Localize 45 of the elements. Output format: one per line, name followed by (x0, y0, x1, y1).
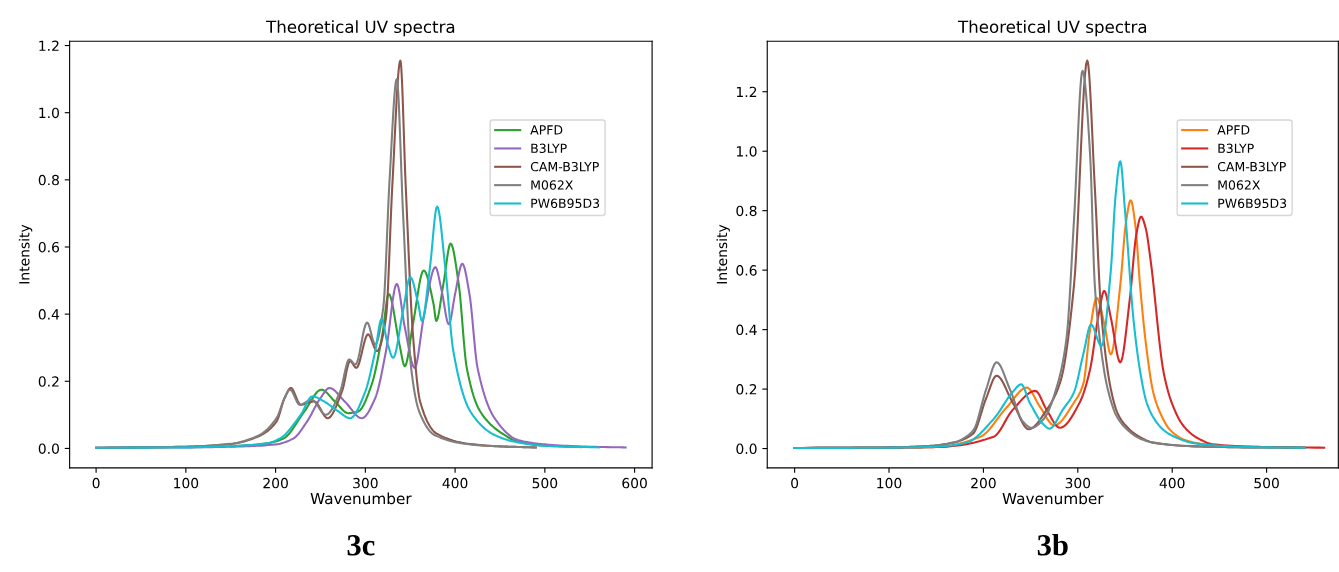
y-tick-label: 0.4 (38, 309, 60, 320)
x-tick-label: 0 (92, 477, 100, 489)
x-tick-label: 100 (174, 477, 199, 489)
y-tick-label: 1.0 (736, 146, 757, 157)
y-tick-label: 1.0 (39, 107, 59, 119)
x-tick-label: 600 (622, 477, 647, 489)
legend-label: APFD (530, 125, 563, 135)
x-tick-label: 400 (442, 477, 468, 489)
legend-label: APFD (1217, 125, 1250, 135)
y-tick-label: 1.2 (39, 40, 59, 51)
y-tick-label: 0.8 (736, 205, 757, 217)
y-tick-label: 0.6 (736, 265, 757, 276)
y-tick-label: 0.2 (38, 376, 59, 387)
x-tick-label: 300 (1065, 477, 1091, 489)
x-tick-label: 500 (532, 477, 558, 489)
x-tick-label: 200 (263, 477, 288, 489)
x-tick-label: 200 (971, 477, 996, 489)
y-tick-label: 0.6 (38, 241, 60, 253)
legend-label: M062X (1218, 180, 1261, 190)
y-tick-label: 0.0 (38, 443, 59, 454)
y-tick-label: 0.4 (736, 324, 757, 336)
text: 3b (1037, 534, 1068, 556)
legend-label: CAM-B3LYP (530, 161, 599, 172)
x-axis-title: Wavenumber (310, 492, 412, 505)
legend-label: B3LYP (531, 143, 567, 153)
x-tick-label: 0 (791, 477, 799, 489)
y-tick-label: 1.2 (736, 86, 757, 98)
y-axis-title: Intensity (18, 224, 33, 284)
x-tick-label: 500 (1254, 477, 1279, 489)
legend-label: B3LYP (1218, 143, 1254, 153)
x-tick-label: 100 (877, 477, 902, 489)
y-tick-label: 0.0 (736, 443, 757, 455)
text: 3c (347, 535, 375, 556)
y-tick-label: 0.8 (38, 174, 59, 186)
legend-label: CAM-B3LYP (1217, 161, 1286, 172)
y-tick-label: 0.2 (736, 384, 757, 395)
x-axis-title: Wavenumber (1002, 492, 1104, 505)
x-tick-label: 300 (353, 477, 378, 489)
chart-title: Theoretical UV spectra (957, 20, 1147, 37)
legend-label: M062X (531, 180, 573, 190)
legend-label: PW6B95D3 (1218, 198, 1287, 209)
legend-label: PW6B95D3 (531, 198, 600, 209)
chart-title: Theoretical UV spectra (266, 20, 455, 37)
y-axis-title: Intensity (716, 224, 730, 284)
x-tick-label: 400 (1159, 477, 1185, 489)
